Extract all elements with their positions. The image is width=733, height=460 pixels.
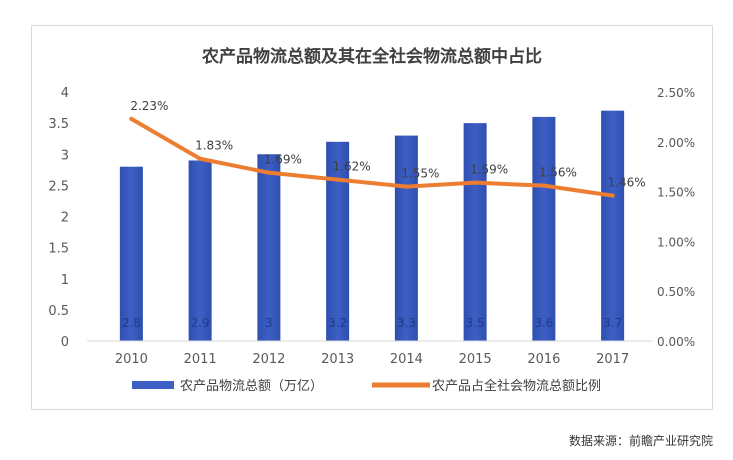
bar-data-label: 3.5 xyxy=(466,316,485,330)
bar xyxy=(326,141,350,341)
left-axis: 0 0.5 1 1.5 2 2.5 3 3.5 4 xyxy=(48,86,69,350)
line-point xyxy=(404,184,409,189)
bar xyxy=(463,123,487,341)
left-axis-tick-label: 3 xyxy=(61,148,69,163)
line-data-label: 1.83% xyxy=(195,139,233,153)
line-point xyxy=(541,183,546,188)
x-axis-tick-label: 2017 xyxy=(596,352,629,367)
bar-data-label: 3.7 xyxy=(603,316,622,330)
legend-bar-swatch xyxy=(132,381,174,389)
legend: 农产品物流总额（万亿） 农产品占全社会物流总额比例 xyxy=(132,378,601,394)
bar xyxy=(257,154,281,341)
line-point xyxy=(198,156,203,161)
left-axis-tick-label: 2.5 xyxy=(48,179,69,194)
bar xyxy=(532,116,556,342)
line-point xyxy=(266,170,271,175)
line-data-label: 1.56% xyxy=(539,166,577,180)
x-axis-tick-label: 2011 xyxy=(184,352,217,367)
left-axis-tick-label: 1 xyxy=(61,273,69,288)
x-axis-tick-label: 2014 xyxy=(390,352,423,367)
right-axis-tick-label: 2.50% xyxy=(657,86,695,100)
line-data-label: 1.59% xyxy=(470,163,508,177)
line-point xyxy=(335,177,340,182)
x-axis-tick-label: 2010 xyxy=(115,352,148,367)
bar xyxy=(119,166,143,341)
right-axis-tick-label: 0.50% xyxy=(657,285,695,299)
line-data-label: 1.46% xyxy=(608,176,646,190)
line-data-label: 1.62% xyxy=(333,160,371,174)
right-axis: 0.00% 0.50% 1.00% 1.50% 2.00% 2.50% xyxy=(657,86,695,349)
bar-labels: 2.8 2.9 3 3.2 3.3 3.5 3.6 3.7 xyxy=(122,316,622,330)
chart-frame: 农产品物流总额及其在全社会物流总额中占比 0 0.5 1 1.5 2 2.5 3 3.5 4 0… xyxy=(31,25,713,410)
line-series xyxy=(129,116,615,198)
x-axis-tick-label: 2012 xyxy=(252,352,285,367)
x-axis-tick-label: 2015 xyxy=(459,352,492,367)
line-series-path xyxy=(129,116,615,198)
bar-data-label: 2.9 xyxy=(191,316,210,330)
line-labels: 2.23% 1.83% 1.69% 1.62% 1.55% 1.59% 1.56% 1.46% xyxy=(130,99,645,190)
bar-data-label: 3.6 xyxy=(534,316,553,330)
line-data-label: 1.55% xyxy=(401,167,439,181)
right-axis-tick-label: 0.00% xyxy=(657,335,695,349)
left-axis-tick-label: 2 xyxy=(61,211,69,226)
chart-title: 农产品物流总额及其在全社会物流总额中占比 xyxy=(201,46,542,67)
bar-data-label: 3.2 xyxy=(328,316,347,330)
bar-data-label: 2.8 xyxy=(122,316,141,330)
left-axis-tick-label: 3.5 xyxy=(48,117,69,132)
right-axis-tick-label: 2.00% xyxy=(657,136,695,150)
left-axis-tick-label: 0.5 xyxy=(48,304,69,319)
right-axis-tick-label: 1.50% xyxy=(657,186,695,200)
chart-svg: 农产品物流总额及其在全社会物流总额中占比 0 0.5 1 1.5 2 2.5 3 3.5 4 0… xyxy=(48,46,695,394)
line-point xyxy=(129,116,134,121)
source-note: 数据来源：前瞻产业研究院 xyxy=(568,434,713,448)
x-axis-tick-label: 2013 xyxy=(321,352,354,367)
bar-data-label: 3.3 xyxy=(397,316,416,330)
bars xyxy=(119,110,625,342)
bar xyxy=(601,110,625,341)
line-point xyxy=(473,180,478,185)
legend-line-label: 农产品占全社会物流总额比例 xyxy=(432,378,601,394)
right-axis-tick-label: 1.00% xyxy=(657,235,695,249)
x-axis-tick-label: 2016 xyxy=(527,352,560,367)
left-axis-tick-label: 0 xyxy=(61,335,69,350)
legend-bar-label: 农产品物流总额（万亿） xyxy=(180,379,323,394)
bar xyxy=(188,160,212,341)
left-axis-tick-label: 1.5 xyxy=(48,242,69,257)
line-point xyxy=(610,193,615,198)
bar-data-label: 3 xyxy=(265,316,273,330)
left-axis-tick-label: 4 xyxy=(61,86,69,101)
line-data-label: 2.23% xyxy=(130,99,168,113)
x-axis: 2010 2011 2012 2013 2014 2015 2016 2017 xyxy=(87,340,652,367)
line-data-label: 1.69% xyxy=(264,153,302,167)
